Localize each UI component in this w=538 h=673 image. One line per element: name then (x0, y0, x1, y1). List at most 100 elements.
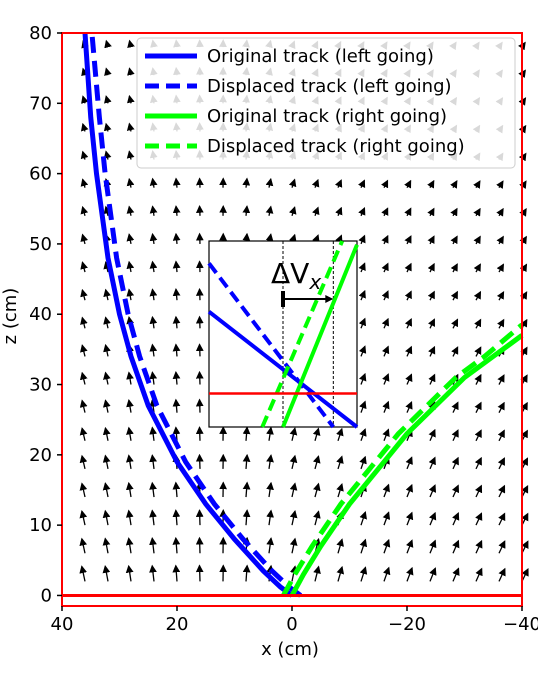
quiver-arrow-46 (126, 398, 134, 413)
series-line-3 (281, 322, 524, 597)
quiver-arrow-367 (497, 374, 505, 385)
quiver-arrow-326 (451, 401, 459, 413)
quiver-arrow-73 (149, 205, 158, 216)
quiver-arrow-344 (474, 456, 482, 470)
quiver-arrow-233 (335, 206, 343, 217)
quiver-arrow-7 (79, 371, 88, 385)
quiver-arrow-88 (172, 343, 181, 357)
quiver-arrow-37 (104, 95, 112, 104)
quiver-arrow-43 (125, 481, 134, 498)
quiver-arrow-246 (359, 400, 367, 413)
quiver-arrow-290 (404, 290, 412, 301)
quiver-arrow-291 (404, 262, 412, 273)
quiver-arrow-371 (496, 263, 504, 273)
quiver-arrow-271 (381, 262, 389, 273)
quiver-arrow-309 (427, 318, 435, 329)
quiver-arrow-71 (149, 260, 158, 273)
quiver-arrow-3 (79, 482, 88, 498)
quiver-arrow-221 (336, 538, 344, 554)
quiver-arrow-18 (81, 67, 89, 77)
quiver-arrow-91 (172, 260, 181, 273)
quiver-arrow-83 (172, 481, 181, 498)
quiver-arrow-248 (358, 345, 367, 357)
quiver-arrow-261 (382, 538, 391, 554)
inset-line-2 (281, 243, 359, 428)
quiver-arrow-366 (497, 401, 505, 413)
quiver-arrow-62 (149, 509, 157, 526)
quiver-arrow-22 (102, 509, 111, 526)
quiver-arrow-314 (427, 179, 435, 189)
quiver-arrow-1 (79, 537, 88, 554)
quiver-arrow-267 (382, 373, 390, 385)
quiver-arrow-302 (428, 511, 437, 526)
quiver-arrow-13 (80, 205, 89, 216)
quiver-arrow-361 (498, 540, 506, 554)
inset-line-1 (207, 262, 335, 429)
quiver-arrow-51 (126, 260, 135, 273)
quiver-arrow-372 (496, 235, 504, 245)
quiver-arrow-330 (450, 290, 458, 301)
quiver-arrow-284 (405, 456, 413, 470)
quiver-arrow-4 (79, 454, 88, 470)
quiver-arrow-310 (427, 290, 435, 301)
quiver-arrow-213 (312, 206, 320, 217)
quiver-arrow-363 (498, 484, 506, 498)
quiver-arrow-9 (80, 316, 88, 329)
quiver-arrow-59 (127, 39, 135, 49)
quiver-arrow-173 (265, 205, 274, 216)
quiver-arrow-262 (382, 511, 391, 526)
quiver-arrow-60 (149, 564, 157, 582)
quiver-arrow-64 (149, 454, 157, 469)
inset-delta-bar (281, 291, 285, 307)
quiver-arrow-17 (81, 95, 89, 104)
quiver-arrow-25 (102, 426, 111, 441)
quiver-arrow-81 (172, 536, 181, 554)
quiver-arrow-251 (358, 262, 366, 273)
quiver-arrow-294 (404, 179, 412, 189)
quiver-arrow-53 (126, 205, 135, 216)
quiver-arrow-142 (242, 509, 251, 526)
quiver-arrow-349 (474, 318, 482, 329)
quiver-arrow-12 (80, 233, 89, 245)
quiver-arrow-328 (451, 346, 459, 357)
quiver-arrow-26 (102, 399, 111, 413)
quiver-arrow-280 (406, 566, 414, 582)
quiver-arrow-224 (336, 455, 344, 470)
quiver-arrow-180 (289, 565, 298, 582)
legend-label-0: Original track (left going) (207, 46, 434, 67)
quiver-arrow-350 (473, 290, 482, 301)
quiver-arrow-161 (266, 537, 275, 554)
y-tick-label-2: 20 (29, 445, 52, 466)
quiver-arrow-252 (358, 234, 366, 245)
quiver-arrow-260 (382, 566, 391, 582)
quiver-arrow-203 (313, 482, 321, 498)
quiver-arrow-33 (103, 205, 112, 216)
quiver-arrow-56 (126, 122, 135, 132)
quiver-arrow-265 (382, 428, 390, 442)
quiver-arrow-143 (242, 481, 251, 498)
quiver-arrow-273 (381, 207, 389, 217)
quiver-arrow-144 (242, 453, 251, 469)
quiver-arrow-145 (242, 426, 251, 441)
quiver-arrow-41 (125, 537, 134, 554)
y-tick-label-3: 30 (29, 375, 52, 396)
quiver-arrow-223 (336, 483, 344, 498)
quiver-arrow-24 (102, 454, 111, 470)
quiver-arrow-164 (266, 454, 274, 469)
quiver-arrow-323 (451, 484, 460, 498)
quiver-arrow-244 (359, 455, 367, 470)
quiver-arrow-183 (289, 482, 298, 498)
quiver-arrow-74 (149, 177, 158, 188)
quiver-arrow-68 (149, 343, 158, 357)
quiver-arrow-27 (103, 371, 111, 385)
quiver-arrow-250 (358, 289, 366, 301)
quiver-arrow-204 (312, 455, 321, 470)
quiver-arrow-307 (428, 373, 436, 385)
quiver-arrow-40 (125, 564, 134, 582)
quiver-arrow-44 (126, 454, 134, 470)
quiver-arrow-72 (149, 232, 158, 245)
quiver-arrow-66 (149, 398, 158, 413)
quiver-arrow-202 (313, 510, 321, 526)
quiver-arrow-63 (149, 481, 157, 498)
